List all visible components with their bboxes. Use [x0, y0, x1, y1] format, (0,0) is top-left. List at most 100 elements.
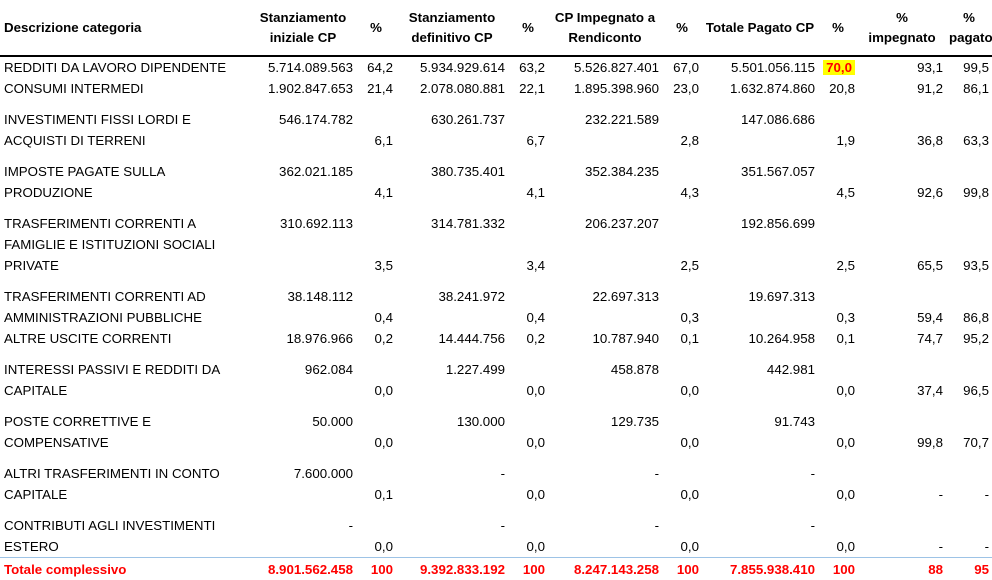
cell-pct4: 70,0	[818, 56, 858, 78]
header-pct-1: %	[356, 0, 396, 56]
total-stanz-iniz: 8.901.562.458	[250, 558, 356, 580]
total-label: Totale complessivo	[0, 558, 250, 580]
cell-pct3: 0,0	[662, 349, 702, 401]
header-cp-impegnato: CP Impegnato a Rendiconto	[548, 0, 662, 56]
cell-stanz-def: 130.000	[396, 401, 508, 453]
cell-cp-imp: -	[548, 505, 662, 558]
total-pct4: 100	[818, 558, 858, 580]
cell-pct2: 4,1	[508, 151, 548, 203]
cell-pct-pag: 70,7	[946, 401, 992, 453]
cell-tot-pag: 91.743	[702, 401, 818, 453]
cell-pct-pag: 86,1	[946, 78, 992, 99]
cell-stanz-def: 5.934.929.614	[396, 56, 508, 78]
cell-stanz-def: 1.227.499	[396, 349, 508, 401]
cell-pct2: 3,4	[508, 203, 548, 276]
cell-pct-pag: 96,5	[946, 349, 992, 401]
descrizione-line: ACQUISTI DI TERRENI	[4, 130, 247, 151]
cell-cp-imp: -	[548, 453, 662, 505]
cell-tot-pag: 19.697.313	[702, 276, 818, 328]
cell-cp-imp: 352.384.235	[548, 151, 662, 203]
cell-pct-pag: 93,5	[946, 203, 992, 276]
cell-pct-pag: 86,8	[946, 276, 992, 328]
cell-pct3: 0,1	[662, 328, 702, 349]
cell-pct1: 64,2	[356, 56, 396, 78]
cell-stanz-def: 630.261.737	[396, 99, 508, 151]
cell-pct4: 2,5	[818, 203, 858, 276]
descrizione-line: PRIVATE	[4, 255, 247, 276]
descrizione-line: PRODUZIONE	[4, 182, 247, 203]
cell-pct1: 4,1	[356, 151, 396, 203]
total-pct1: 100	[356, 558, 396, 580]
cell-cp-imp: 1.895.398.960	[548, 78, 662, 99]
cell-pct1: 21,4	[356, 78, 396, 99]
cell-pct-pag: 95,2	[946, 328, 992, 349]
cell-cp-imp: 22.697.313	[548, 276, 662, 328]
cell-pct2: 0,2	[508, 328, 548, 349]
cell-cp-imp: 206.237.207	[548, 203, 662, 276]
cell-stanz-iniz: 310.692.113	[250, 203, 356, 276]
cell-pct3: 0,0	[662, 505, 702, 558]
total-stanz-def: 9.392.833.192	[396, 558, 508, 580]
cell-stanz-iniz: 1.902.847.653	[250, 78, 356, 99]
descrizione-line: CONTRIBUTI AGLI INVESTIMENTI	[4, 515, 247, 536]
cell-pct-imp: 65,5	[858, 203, 946, 276]
descrizione-line: IMPOSTE PAGATE SULLA	[4, 161, 247, 182]
cell-pct2: 63,2	[508, 56, 548, 78]
cell-pct2: 0,0	[508, 453, 548, 505]
cell-stanz-def: -	[396, 505, 508, 558]
cell-stanz-iniz: 5.714.089.563	[250, 56, 356, 78]
descrizione-line: TRASFERIMENTI CORRENTI A	[4, 213, 247, 234]
cell-pct3: 67,0	[662, 56, 702, 78]
cell-tot-pag: 10.264.958	[702, 328, 818, 349]
cell-stanz-iniz: -	[250, 505, 356, 558]
descrizione-line: FAMIGLIE E ISTITUZIONI SOCIALI	[4, 234, 247, 255]
descrizione-line: INVESTIMENTI FISSI LORDI E	[4, 109, 247, 130]
cell-pct1: 6,1	[356, 99, 396, 151]
cell-tot-pag: -	[702, 505, 818, 558]
cell-pct-imp: 99,8	[858, 401, 946, 453]
cell-pct-pag: 99,8	[946, 151, 992, 203]
cell-stanz-iniz: 962.084	[250, 349, 356, 401]
cell-pct3: 0,0	[662, 401, 702, 453]
cell-pct-imp: 36,8	[858, 99, 946, 151]
cell-tot-pag: 192.856.699	[702, 203, 818, 276]
cell-stanz-iniz: 362.021.185	[250, 151, 356, 203]
header-stanziamento-iniziale: Stanziamento iniziale CP	[250, 0, 356, 56]
cell-pct-imp: 92,6	[858, 151, 946, 203]
cell-pct4: 0,1	[818, 328, 858, 349]
cell-pct1: 0,1	[356, 453, 396, 505]
cell-pct1: 0,4	[356, 276, 396, 328]
cell-stanz-iniz: 50.000	[250, 401, 356, 453]
cell-pct3: 4,3	[662, 151, 702, 203]
header-pct-pagato: % pagato	[946, 0, 992, 56]
cell-pct2: 0,0	[508, 401, 548, 453]
cell-pct2: 0,4	[508, 276, 548, 328]
cell-cp-imp: 129.735	[548, 401, 662, 453]
cell-tot-pag: 1.632.874.860	[702, 78, 818, 99]
cell-pct-pag: -	[946, 505, 992, 558]
cell-pct-pag: 99,5	[946, 56, 992, 78]
descrizione-line: AMMINISTRAZIONI PUBBLICHE	[4, 307, 247, 328]
cell-pct3: 2,5	[662, 203, 702, 276]
cell-pct2: 6,7	[508, 99, 548, 151]
total-cp-imp: 8.247.143.258	[548, 558, 662, 580]
header-row: Descrizione categoria Stanziamento inizi…	[0, 0, 992, 56]
descrizione-line: CAPITALE	[4, 484, 247, 505]
header-pct-impegnato: % impegnato	[858, 0, 946, 56]
cell-pct-imp: 91,2	[858, 78, 946, 99]
cell-pct-pag: 63,3	[946, 99, 992, 151]
total-pct2: 100	[508, 558, 548, 580]
descrizione-line: CAPITALE	[4, 380, 247, 401]
cell-pct1: 0,0	[356, 349, 396, 401]
